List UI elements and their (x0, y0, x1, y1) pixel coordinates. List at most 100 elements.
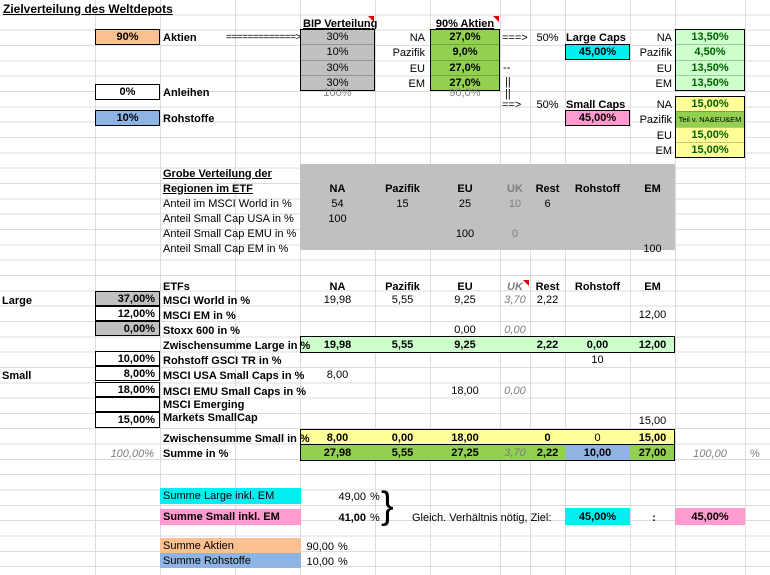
small-region-value[interactable]: 15,00% (676, 141, 744, 157)
cell-value[interactable]: 2,22 (536, 338, 559, 351)
pct-cell[interactable]: 15,00% (95, 412, 160, 428)
col-header-na[interactable]: NA (329, 280, 346, 293)
summary-small-value[interactable]: 41,00 (338, 511, 366, 524)
summary-small-label[interactable]: Summe Small inkl. EM (160, 509, 301, 525)
row-label[interactable]: Anteil im MSCI World in % (163, 197, 292, 210)
cell-value[interactable]: 9,25 (454, 338, 476, 351)
etf-label[interactable]: Rohstoff GSCI TR in % (163, 354, 282, 367)
aktien-pct-cell[interactable]: 90% (95, 29, 160, 45)
cell-value[interactable]: 0 (594, 431, 601, 444)
etf-label[interactable]: Zwischensumme Large in % (163, 339, 311, 352)
summary-aktien-label[interactable]: Summe Aktien (160, 538, 301, 553)
col-header-pazifik[interactable]: Pazifik (385, 280, 420, 293)
target-small-cell[interactable]: 45,00% (675, 508, 745, 525)
cell-value[interactable]: 100 (455, 227, 475, 240)
cell-value[interactable]: 10,00 (583, 446, 612, 459)
target-large-cell[interactable]: 45,00% (565, 508, 630, 525)
etf-label[interactable]: MSCI EMU Small Caps in % (163, 385, 307, 398)
pct-cell[interactable]: 8,00% (95, 366, 160, 381)
aktien90-value[interactable]: 27,0% (431, 59, 499, 75)
region-label-na[interactable]: NA (656, 98, 672, 111)
cell-value[interactable]: 12,00 (638, 308, 667, 321)
aktien90-box[interactable]: 27,0% 9,0% 27,0% 27,0% (430, 29, 500, 91)
small-region-note[interactable]: Teil v. NA&EU&EM (676, 111, 744, 127)
large-region-value[interactable]: 13,50% (676, 74, 744, 90)
cell-value[interactable]: 0 (544, 431, 551, 444)
col-header-eu[interactable]: EU (457, 182, 473, 195)
cell-value[interactable]: 2,22 (536, 446, 559, 459)
cell-value[interactable]: 8,00 (326, 368, 349, 381)
cell-value[interactable]: 54 (331, 197, 344, 210)
cell-value[interactable]: 12,00 (638, 338, 667, 351)
cell-value[interactable]: 100 (328, 212, 347, 225)
small-caps-label[interactable]: Small Caps (566, 98, 626, 111)
anleihen-aktien-value[interactable]: 90,0% (449, 86, 481, 99)
cell-value[interactable]: 25 (458, 197, 472, 210)
region-label-em[interactable]: EM (655, 77, 673, 90)
cell-value[interactable]: 0,00 (504, 384, 526, 397)
col-header-uk[interactable]: UK (507, 182, 523, 195)
bip-value[interactable]: 10% (301, 44, 374, 59)
col-header-rest[interactable]: Rest (535, 182, 560, 195)
row-label[interactable]: Anteil Small Cap EM in % (163, 242, 289, 255)
small-caps-region-box[interactable]: 15,00% Teil v. NA&EU&EM 15,00% 15,00% (675, 96, 745, 158)
pct-cell[interactable]: 37,00% (95, 291, 160, 306)
large-region-value[interactable]: 4,50% (676, 44, 744, 59)
anleihen-label[interactable]: Anleihen (163, 86, 210, 99)
summary-rohstoffe-value[interactable]: 10,00 (306, 555, 334, 568)
cell-value[interactable]: 27,25 (451, 446, 479, 459)
small-pct50[interactable]: 50% (536, 98, 559, 111)
cell-value[interactable]: 15 (396, 197, 409, 210)
cell-value[interactable]: 0 (511, 227, 519, 240)
pct-cell[interactable]: 0,00% (95, 321, 160, 336)
region-label-em[interactable]: EM (408, 77, 426, 90)
cell-value[interactable]: 5,55 (391, 446, 414, 459)
bip-value[interactable]: 30% (301, 59, 374, 75)
large-caps-region-box[interactable]: 13,50% 4,50% 13,50% 13,50% (675, 29, 745, 91)
cell-value[interactable]: 5,55 (391, 293, 414, 306)
row-label[interactable]: Anteil Small Cap EMU in % (163, 227, 297, 240)
cell-value[interactable]: 100 (643, 242, 662, 255)
aktien90-value[interactable]: 27,0% (431, 74, 499, 90)
bip-header[interactable]: BIP Verteilung (303, 17, 378, 30)
pct-cell[interactable]: 12,00% (95, 306, 160, 321)
bip-value[interactable]: 30% (301, 74, 374, 90)
col-header-uk[interactable]: UK (507, 280, 523, 293)
cell-value[interactable]: 0,00 (391, 431, 414, 444)
etf-label[interactable]: Summe in % (163, 447, 229, 460)
pct-cell-empty[interactable] (95, 397, 160, 412)
region-label-eu[interactable]: EU (656, 129, 672, 142)
etf-label[interactable]: Stoxx 600 in % (163, 324, 241, 337)
cell-value[interactable]: 27,98 (323, 446, 352, 459)
summary-aktien-value[interactable]: 90,00 (306, 540, 334, 553)
cell-value[interactable]: 8,00 (326, 431, 349, 444)
cell-value[interactable]: 0,00 (586, 338, 609, 351)
etf-label[interactable]: MSCI USA Small Caps in % (163, 369, 305, 382)
summary-rohstoffe-label[interactable]: Summe Rohstoffe (160, 553, 301, 568)
col-header-na[interactable]: NA (329, 182, 346, 195)
etf-label[interactable]: MSCI World in % (163, 294, 251, 307)
region-label-pazifik[interactable]: Pazifik (392, 46, 425, 59)
region-label-na[interactable]: NA (656, 31, 672, 44)
cell-value[interactable]: 3,70 (504, 446, 526, 459)
aktien90-value[interactable]: 9,0% (431, 44, 499, 59)
cell-value[interactable]: 19,98 (323, 293, 352, 306)
anleihen-bip-value[interactable]: 100% (323, 86, 352, 99)
cell-value[interactable]: 2,22 (536, 293, 559, 306)
col-header-rohstoff[interactable]: Rohstoff (574, 182, 621, 195)
col-header-em[interactable]: EM (644, 280, 661, 293)
cell-value[interactable]: 18,00 (451, 431, 479, 444)
col-header-pazifik[interactable]: Pazifik (385, 182, 420, 195)
row-label[interactable]: Anteil Small Cap USA in % (163, 212, 294, 225)
col-header-rest[interactable]: Rest (535, 280, 560, 293)
summary-large-label[interactable]: Summe Large inkl. EM (160, 488, 301, 504)
cell-value[interactable]: 5,55 (391, 338, 414, 351)
col-header-rohstoff[interactable]: Rohstoff (574, 280, 621, 293)
large-caps-label[interactable]: Large Caps (566, 31, 626, 44)
rohstoffe-pct-cell[interactable]: 10% (95, 110, 160, 126)
region-label-eu[interactable]: EU (656, 62, 672, 75)
cell-value[interactable]: 10 (591, 353, 604, 366)
region-label-pazifik[interactable]: Pazifik (639, 46, 672, 59)
aktien90-value[interactable]: 27,0% (449, 31, 481, 44)
col-header-em[interactable]: EM (644, 182, 661, 195)
